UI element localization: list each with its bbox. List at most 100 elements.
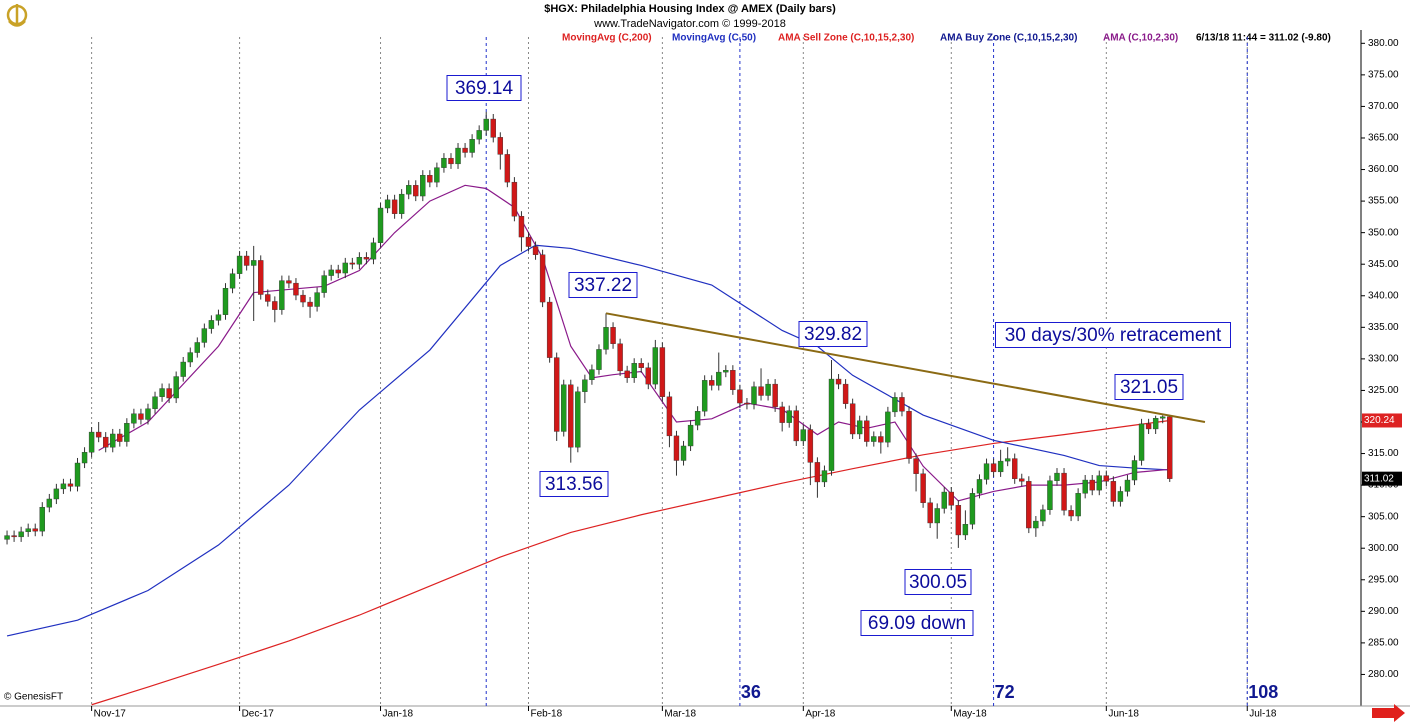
candle-body [363,257,370,260]
candle-body [1068,510,1074,517]
candle-body [856,420,863,435]
annotation: 300.05 [909,572,967,593]
candle-body [159,388,165,397]
candle-body [1124,479,1131,492]
candle-body [476,130,482,140]
candle-body [279,280,285,310]
annotation: 337.22 [574,275,632,296]
logo [6,4,28,27]
y-tick-label: 325.00 [1368,385,1399,396]
candle-body [11,535,17,538]
candle-body [300,294,306,303]
annotation-box [904,569,972,595]
candle-body [1089,479,1095,491]
y-tick-label: 335.00 [1368,322,1399,333]
cycle-label: 72 [995,682,1015,702]
candle-body [1110,481,1117,502]
candle-body [194,342,201,353]
candle-body [32,528,38,532]
candle-body [328,269,334,276]
candle-body [913,458,919,474]
legend-entry: AMA Sell Zone (C,10,15,2,30) [778,33,914,44]
candle-body [1082,479,1088,494]
candle-body [1103,475,1110,482]
candle-body [74,462,81,487]
candle-body [4,535,10,540]
candle-body [849,403,856,435]
candle-body [490,118,496,138]
candle-body [1026,481,1032,529]
y-tick-label: 365.00 [1368,133,1399,144]
y-tick-label: 330.00 [1368,354,1399,365]
candle-body [941,491,947,509]
candle-body [391,199,398,214]
candle-body [420,175,426,197]
candle-body [398,193,405,214]
candle-body [899,397,905,412]
candle-body [243,255,250,266]
candle-body [314,292,320,307]
price-tag [1362,471,1402,486]
candle-body [1131,460,1138,481]
candle-body [694,411,701,426]
candle-body [546,301,553,358]
candle-body [765,383,771,396]
candle-body [723,370,729,373]
candle-body [1117,491,1124,502]
candle-body [758,386,764,396]
legend-entry: AMA Buy Zone (C,10,15,2,30) [940,33,1077,44]
candle-body [18,531,24,538]
candle-body [631,363,637,379]
legend-entry: MovingAvg (C,50) [672,33,756,44]
x-tick-label: Feb-18 [530,709,562,720]
candle-body [1096,475,1102,491]
candle-body [1075,493,1081,517]
candle-body [1019,478,1025,482]
candle-body [807,429,814,463]
candle-body [102,436,109,448]
candle-body [666,396,673,437]
annotation-box [995,322,1231,348]
candle-body [906,411,912,459]
y-tick-label: 290.00 [1368,606,1399,617]
candle-body [434,167,440,183]
candle-body [1054,472,1060,481]
candle-body [342,262,348,274]
candle-body [53,488,60,500]
candle-body [976,479,983,494]
candle-body [532,246,539,255]
candle-body [864,420,870,442]
candle-body [236,255,243,274]
candle-body [1152,418,1159,430]
candle-body [983,463,990,480]
candle-body [222,287,229,315]
y-tick-label: 370.00 [1368,101,1399,112]
candle-body [1047,480,1053,510]
x-tick-label: Apr-18 [805,709,835,720]
candle-body [568,384,574,448]
candle-body [427,175,433,183]
candle-body [117,433,123,442]
candle-body [624,370,630,379]
candle-body [969,493,976,525]
candle-body [384,199,391,209]
x-tick-label: Mar-18 [664,709,696,720]
candle-body [610,327,616,344]
candle-body [772,383,778,408]
candle-body [201,328,208,343]
candle-body [885,411,891,443]
candle-body [462,147,468,153]
scroll-arrow[interactable] [1372,704,1405,722]
candle-body [716,371,722,386]
candle-body [152,396,158,409]
candle-body [124,423,130,442]
candle-body [814,462,821,483]
annotation-box [798,321,868,347]
candle-body [406,185,412,195]
trendline [605,312,1206,423]
candle-body [95,431,102,438]
candle-body [842,383,849,404]
y-tick-label: 345.00 [1368,259,1399,270]
candle-body [645,367,651,385]
